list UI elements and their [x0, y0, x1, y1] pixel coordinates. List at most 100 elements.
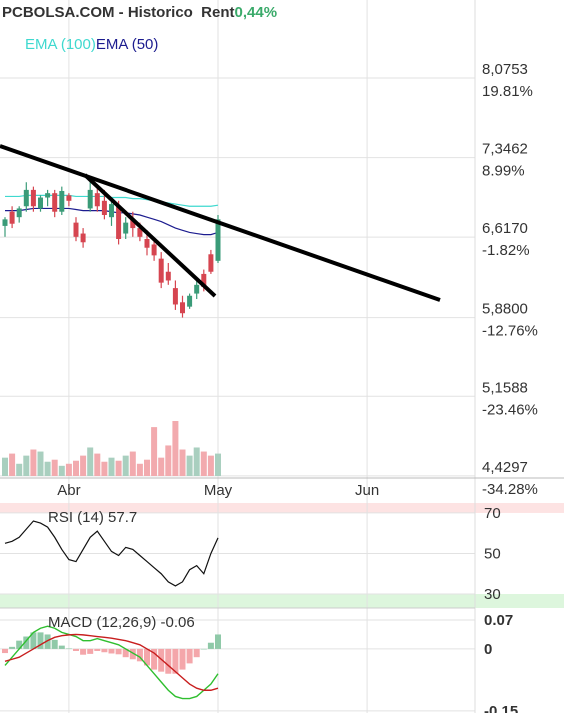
histogram-bar — [207, 642, 214, 649]
volume-bar — [44, 461, 51, 476]
volume-bar — [23, 455, 30, 476]
histogram-bar — [151, 648, 158, 670]
candle-body — [59, 190, 65, 212]
histogram-bar — [80, 648, 87, 655]
y-tick-label: 5,1588 — [482, 379, 528, 396]
candle-body — [80, 233, 86, 243]
legend: EMA (100)EMA (50) — [25, 36, 158, 53]
volume-bar — [207, 455, 214, 476]
y-tick-label: 0 — [484, 641, 492, 658]
candle-body — [109, 204, 114, 218]
histogram-bar — [193, 648, 200, 658]
histogram-bar — [165, 648, 172, 674]
y2-tick-label: -12.76% — [482, 323, 538, 340]
candle-body — [215, 219, 221, 261]
volume-bar — [94, 453, 101, 476]
histogram-bar — [122, 648, 129, 658]
backgrounds — [0, 503, 564, 608]
legend-entry: EMA (50) — [96, 36, 159, 53]
x-tick-label: May — [204, 482, 233, 499]
histogram-bar — [158, 648, 165, 672]
candle-body — [180, 302, 185, 314]
candle-body — [201, 273, 207, 288]
histogram-bar — [16, 640, 23, 649]
histogram-bar — [136, 648, 143, 662]
volume-bar — [144, 459, 150, 476]
macd-title: MACD (12,26,9) -0.06 — [48, 614, 195, 631]
marks — [2, 178, 221, 700]
histogram-bar — [115, 648, 122, 655]
candle-body — [187, 295, 193, 307]
y-tick-label: 7,3462 — [482, 141, 528, 158]
grid — [0, 0, 476, 713]
y-tick-label: 4,4297 — [482, 459, 528, 476]
volume-bar — [186, 455, 193, 476]
histogram-bar — [65, 648, 72, 650]
histogram-bar — [172, 648, 179, 674]
candle-body — [137, 228, 143, 237]
y-tick-label: 5,8800 — [482, 301, 528, 318]
y-tick-label: 0.07 — [484, 612, 513, 629]
volume-bar — [2, 457, 8, 476]
histogram-bar — [73, 648, 79, 651]
candle-body — [30, 189, 36, 207]
volume-bar — [51, 459, 58, 476]
title: PCBOLSA.COM - Historico Rent — [2, 4, 235, 21]
histogram-bar — [9, 646, 16, 649]
histogram-bar — [37, 632, 44, 649]
trend-line — [83, 173, 217, 298]
histogram-bar — [179, 648, 186, 670]
volume-bar — [129, 451, 136, 476]
volume-bar — [101, 461, 108, 476]
volume-bar — [193, 447, 200, 476]
overbought-zone — [0, 503, 564, 513]
histogram-bar — [101, 648, 108, 653]
y-tick-label: 70 — [484, 505, 501, 522]
volume-bar — [215, 453, 221, 476]
y-tick-label: 30 — [484, 586, 501, 603]
candle-body — [116, 206, 122, 239]
histogram-bar — [144, 648, 150, 666]
histogram-bar — [44, 634, 51, 649]
candle-body — [94, 193, 100, 207]
y-tick-label: 6,6170 — [482, 220, 528, 237]
volume-bar — [108, 457, 115, 476]
macd-line — [4, 625, 219, 700]
histogram-bar — [58, 645, 65, 649]
candle-body — [9, 211, 15, 224]
candle-body — [151, 244, 157, 256]
histogram-bar — [30, 632, 37, 649]
volume-bar — [165, 445, 172, 476]
rsi-title: RSI (14) 57.7 — [48, 509, 137, 526]
volume-bar — [179, 449, 186, 476]
volume-bar — [9, 453, 16, 476]
rsi-line — [4, 520, 219, 587]
oversold-zone — [0, 594, 564, 608]
volume-bar — [115, 460, 122, 476]
macd-line — [4, 633, 219, 691]
x-tick-label: Jun — [355, 482, 379, 499]
candle-body — [172, 288, 178, 305]
volume-bar — [73, 460, 79, 476]
y2-tick-label: -23.46% — [482, 401, 538, 418]
histogram-bar — [215, 634, 221, 649]
candle-body — [165, 271, 171, 281]
candle-body — [52, 193, 58, 212]
volume-bar — [80, 455, 87, 476]
y2-tick-label: 19.81% — [482, 83, 533, 100]
volume-bar — [172, 421, 179, 476]
histogram-bar — [87, 648, 94, 654]
volume-bar — [58, 465, 65, 476]
y2-tick-label: -1.82% — [482, 242, 530, 259]
y-tick-label: -0.15 — [484, 703, 518, 713]
volume-bar — [158, 457, 165, 476]
candle-body — [208, 254, 214, 272]
histogram-bar — [23, 636, 30, 649]
volume-bar — [87, 447, 94, 476]
histogram-bar — [51, 639, 58, 649]
candle-body — [16, 208, 22, 218]
candle-body — [66, 195, 72, 201]
chart-title: PCBOLSA.COM - Historico Rent0,44% — [2, 4, 277, 21]
y2-tick-label: -34.28% — [482, 481, 538, 498]
candle-body — [194, 284, 200, 294]
